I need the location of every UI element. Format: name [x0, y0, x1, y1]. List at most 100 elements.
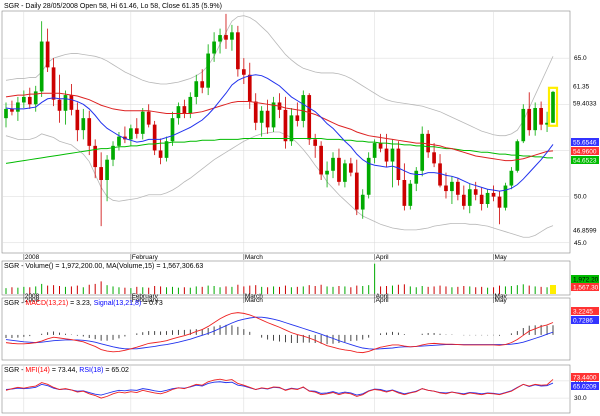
price-value-tag: 55.6546	[573, 139, 597, 146]
candle-body	[4, 109, 8, 118]
candle-body	[81, 118, 85, 130]
mfi-rsi-legend-part: MFI(14)	[25, 367, 50, 374]
candle-body	[135, 128, 139, 134]
candle-body	[325, 171, 329, 175]
candle-body	[22, 97, 26, 103]
volume-last-highlight	[550, 285, 556, 294]
mfi-rsi-panel: 70.030.0 73.440065.0209 SGR - MFI(14) = …	[2, 365, 599, 413]
candle-body	[307, 95, 311, 139]
candle-body	[533, 108, 537, 130]
candle-body	[414, 171, 418, 184]
volume-legend: SGR - Volume() = 1,972,200.00, MA(Volume…	[4, 263, 203, 270]
candle-body	[420, 134, 424, 171]
candle-body	[403, 180, 407, 206]
macd-legend: SGR - MACD(13,21) = 3.23, Signal(13,21,8…	[4, 300, 163, 307]
candle-body	[301, 95, 305, 121]
candle-body	[28, 97, 32, 104]
candle-body	[551, 92, 555, 123]
candle-body	[64, 95, 68, 111]
candle-body	[147, 112, 151, 125]
candle-body	[159, 150, 163, 157]
macd-value-tag: 3.2245	[573, 308, 593, 315]
candle-body	[504, 186, 508, 208]
candle-body	[397, 149, 401, 180]
candle-body	[183, 106, 187, 113]
macd-panel-frame	[2, 298, 570, 360]
price-tick-label: 50.0	[574, 194, 587, 201]
candle-body	[515, 141, 519, 171]
candle-body	[34, 91, 38, 104]
macd-legend-part: Signal(13,21,8)	[94, 300, 141, 307]
candle-body	[391, 149, 395, 162]
price-value-tag: 46.8599	[573, 227, 597, 234]
candle-body	[165, 141, 169, 158]
candle-body	[76, 110, 80, 130]
mfi-rsi-legend: SGR - MFI(14) = 73.44, RSI(18) = 65.02	[4, 367, 129, 374]
volume-value-tags: 1,972.201,567.30	[571, 275, 599, 291]
candle-body	[40, 42, 44, 92]
candle-body	[236, 32, 240, 69]
x-axis-label: March	[245, 254, 263, 261]
mfi-rsi-tick-label: 30.0	[574, 395, 587, 402]
candle-body	[153, 125, 157, 151]
macd-panel: 3.22450.72862008FebruaryMarchAprilMay SG…	[2, 297, 599, 360]
mfi-rsi-legend-part: RSI(18)	[79, 367, 103, 374]
candle-body	[361, 195, 365, 210]
candle-body	[70, 95, 74, 110]
price-value-tag: 59.4033	[573, 100, 597, 107]
candle-body	[486, 193, 490, 204]
candle-body	[248, 75, 252, 102]
candle-body	[171, 118, 175, 141]
mfi-rsi-legend-part: SGR -	[4, 367, 25, 374]
candle-body	[343, 163, 347, 181]
candle-body	[105, 160, 109, 180]
x-axis-label: April	[376, 254, 390, 261]
macd-legend-part: MACD(13,21)	[25, 300, 68, 307]
candle-body	[480, 195, 484, 204]
macd-legend-part: SGR -	[4, 300, 25, 307]
candle-body	[379, 143, 383, 149]
candle-body	[272, 102, 276, 127]
candle-body	[58, 100, 62, 111]
candle-body	[468, 189, 472, 206]
candle-body	[212, 42, 216, 54]
candle-body	[46, 42, 50, 68]
candle-body	[331, 158, 335, 171]
mfi-rsi-value-tag: 73.4400	[573, 374, 597, 381]
candle-body	[295, 115, 299, 121]
price-value-tag: 54.6523	[573, 157, 597, 164]
volume-value-tag: 1,567.30	[573, 284, 599, 291]
candle-body	[141, 112, 145, 134]
mfi-rsi-legend-part: = 65.02	[103, 367, 129, 374]
candle-body	[129, 128, 133, 139]
volume-panel: 1,972.201,567.30 2008FebruaryMarchAprilM…	[2, 261, 599, 300]
candle-body	[16, 102, 20, 111]
candle-body	[200, 81, 204, 87]
candle-body	[426, 134, 430, 152]
x-axis-label: May	[495, 254, 508, 261]
candle-body	[385, 149, 389, 162]
macd-x-label: May	[495, 297, 508, 304]
candle-body	[408, 184, 412, 206]
candle-body	[242, 69, 246, 75]
macd-legend-part: = 0.73	[141, 300, 163, 307]
candle-body	[349, 163, 353, 172]
candle-body	[266, 111, 270, 128]
macd-legend-part: = 3.23,	[68, 300, 94, 307]
candle-body	[290, 115, 294, 141]
macd-x-label: March	[245, 297, 263, 304]
candle-body	[444, 186, 448, 192]
candle-body	[450, 182, 454, 191]
candle-body	[521, 109, 525, 141]
price-value-tag: 61.35	[573, 83, 590, 90]
candle-body	[260, 111, 264, 123]
candle-body	[373, 143, 377, 158]
chart-header: SGR - Daily 28/05/2008 Open 58, Hi 61.46…	[4, 3, 222, 10]
candle-body	[355, 173, 359, 210]
candle-body	[218, 35, 222, 41]
candle-body	[206, 54, 210, 88]
candle-body	[188, 97, 192, 114]
price-value-tag: 54.9600	[573, 148, 597, 155]
